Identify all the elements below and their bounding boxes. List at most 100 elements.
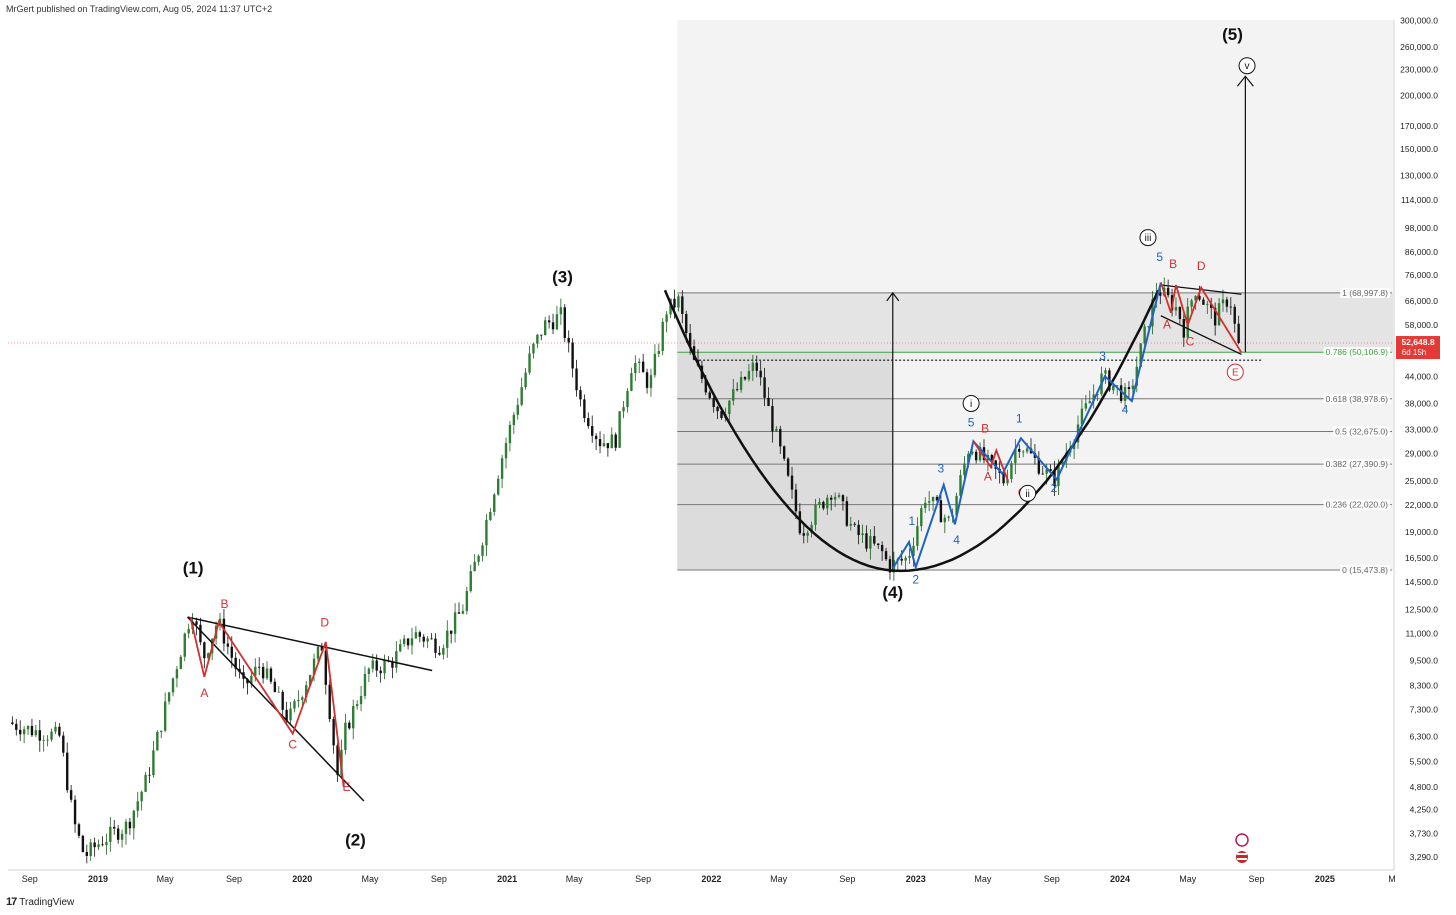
candle-body [254,666,257,676]
candle-body [782,446,786,459]
price-tick-label: 44,000.0 [1405,371,1438,381]
candle-body [645,372,649,388]
candle-body [763,377,766,398]
price-tick-label: 58,000.0 [1405,320,1438,330]
candle-body [826,497,829,509]
price-tick-label: 19,000.0 [1405,527,1438,537]
candle-body [1237,323,1240,344]
candle-body [924,502,927,509]
candle-body [810,524,813,533]
candle-body [1166,287,1170,296]
price-tick-label: 16,500.0 [1405,553,1438,563]
candle-body [1088,401,1091,404]
candle-body [688,333,692,347]
candle-body [551,322,555,330]
time-tick-label: 2020 [292,874,312,884]
circled-wave-label: iii [1145,233,1152,244]
candle-body [261,666,265,679]
candle-body [375,660,378,671]
candle-body [547,320,551,323]
wave-label: D [320,616,329,630]
price-tick-label: 3,290.0 [1410,852,1439,862]
candle-body [113,826,116,829]
candle-body [308,675,312,686]
wave-label: D [1197,259,1206,273]
target-arrowhead [1236,75,1254,87]
candle-body [1061,461,1064,464]
candle-body [163,701,167,731]
candle-body [532,343,535,354]
candle-body [630,373,633,391]
candle-body [1190,300,1193,307]
candle-body [516,404,519,415]
candle-body [54,726,57,732]
candle-body [38,730,41,741]
tradingview-brand: TradingView [19,896,75,908]
candle-body [473,561,476,572]
tradingview-footer: 17 TradingView [6,896,74,908]
wave-label: E [342,780,350,794]
candle-body [841,495,845,502]
candle-body [109,826,112,842]
candle-body [19,729,22,735]
candle-body [865,533,868,549]
candle-body [46,739,49,741]
price-tick-label: 6,300.0 [1410,732,1439,742]
fib-label-bg [1333,426,1391,437]
candle-body [430,638,433,640]
candle-body [512,414,516,425]
candle-body [704,378,708,393]
candle-body [708,392,711,399]
candle-body [755,362,758,371]
price-tick-label: 33,000.0 [1405,425,1438,435]
wave-label: C [1186,334,1195,348]
fib-label: 1 (68,997.8) [1342,288,1388,298]
wave-labels: (1)(2)(3)(4)(5)ABCDE1234512345ABCABCDiii… [183,25,1256,850]
fib-label: 0 (15,473.8) [1342,565,1388,575]
fib-label-bg [1323,459,1391,470]
candle-body [967,453,970,464]
candle-body [971,451,974,454]
time-tick-label: 2025 [1315,874,1335,884]
candle-body [673,298,676,308]
fib-label-bg [1323,347,1391,358]
candle-body [410,638,414,646]
fib-label: 0.236 (22,020.0) [1326,500,1389,510]
candle-body [399,644,402,652]
candle-body [328,684,331,720]
time-tick-label: Sep [226,874,242,884]
candle-body [794,489,798,512]
drawings [187,75,1254,802]
price-tick-label: 3,730.0 [1410,829,1439,839]
candle-body [665,314,668,322]
tradingview-logo: 17 [6,896,17,908]
fib-label: 0.618 (38,978.6) [1326,394,1389,404]
candle-body [207,653,210,659]
candle-body [884,551,888,560]
candle-body [359,696,363,705]
candle-body [602,443,606,447]
candle-body [289,708,292,721]
candle-body [297,699,300,702]
candle-body [183,633,186,657]
measured-move-arrowhead [886,291,900,302]
price-tick-label: 66,000.0 [1405,296,1438,306]
candle-body [101,844,104,846]
candle-body [320,646,324,651]
candle-body [504,443,508,459]
circled-wave-label: v [1245,61,1250,72]
candle-body [148,774,151,776]
candle-body [160,730,163,733]
candle-body [257,666,261,668]
price-tick-label: 25,000.0 [1405,476,1438,486]
candle-body [767,397,770,407]
candle-body [681,296,684,314]
candle-body [1233,306,1236,324]
candle-body [97,844,100,848]
circled-wave-marker [1139,229,1157,247]
candle-body [822,501,825,509]
candle-body [352,706,355,729]
candle-body [116,828,120,840]
candle-body [348,722,351,729]
